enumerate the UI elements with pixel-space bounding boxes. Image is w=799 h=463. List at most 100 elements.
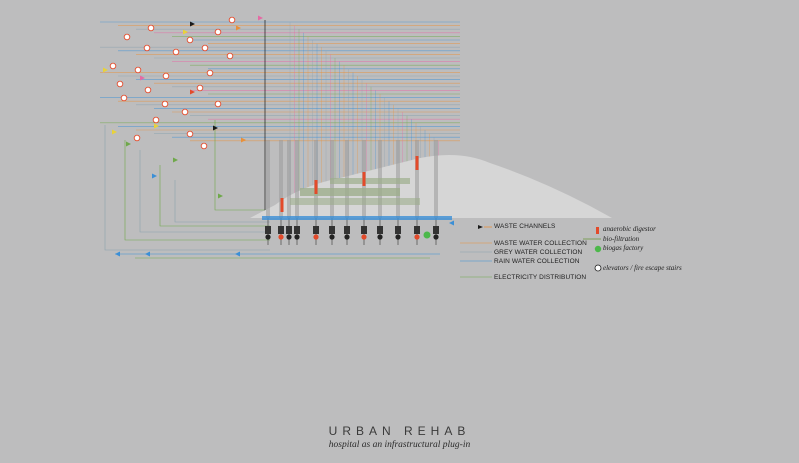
waste-origin-node [228,16,236,24]
waste-origin-node [162,72,170,80]
base-node [313,234,319,240]
hospital-building-silhouette [250,154,612,218]
waste-origin-node [116,80,124,88]
waste-origin-node [143,44,151,52]
base-node [377,234,383,240]
base-unit [265,226,271,234]
base-unit [329,226,335,234]
waste-origin-node [134,66,142,74]
flow-arrow [258,15,263,21]
flow-arrow [183,29,188,35]
waste-channel-arrow-icon [478,225,483,229]
legend-waste-water: WASTE WATER COLLECTION [494,240,587,247]
waste-origin-node [172,48,180,56]
ground-collector [262,216,452,240]
base-node [414,234,420,240]
column [287,140,291,218]
base-unit [294,226,300,234]
waste-origin-node [196,84,204,92]
waste-origin-node [109,62,117,70]
flow-arrow [145,251,150,257]
base-node [329,234,335,240]
ground-collector-bar [262,216,452,220]
column [314,140,318,218]
waste-origin-node [186,130,194,138]
project-title: URBAN REHAB [328,424,471,438]
base-unit [286,226,292,234]
legend-biofiltration: bio-filtration [603,235,640,243]
waste-origin-node [200,142,208,150]
biofilter-band [330,178,410,184]
base-node [344,234,350,240]
waste-origin-node [147,24,155,32]
base-node [286,234,292,240]
routing-line [214,120,270,211]
biogas-factory-icon [594,245,602,253]
base-unit [377,226,383,234]
base-node [433,234,439,240]
flow-arrow [235,251,240,257]
routing-line [174,180,270,223]
bio-filtration-bands [290,178,420,205]
routing-line [159,165,270,227]
elevator-icon [594,264,602,272]
waste-origin-node [123,33,131,41]
digestor [415,156,419,170]
waste-origin-nodes [109,16,236,150]
waste-origin-node [144,86,152,94]
waste-origin-node [201,44,209,52]
waste-origin-node [152,116,160,124]
base-node [361,234,367,240]
flow-arrow [190,89,195,95]
base-unit [313,226,319,234]
anaerobic-digestor-icon [596,227,599,234]
column [434,140,438,218]
project-subtitle: hospital as an infrastructural plug-in [328,440,471,450]
routing-line [104,125,270,251]
legend-electricity: ELECTRICITY DISTRIBUTION [494,274,587,281]
biofilter-band [300,188,400,196]
base-node [294,234,300,240]
legend-elevators: elevators / fire escape stairs [603,264,682,272]
flow-arrow [236,25,241,31]
flow-arrow [173,157,178,163]
base-unit [395,226,401,234]
waste-origin-node [133,134,141,142]
legend-grey-water: GREY WATER COLLECTION [494,249,583,256]
base-unit [433,226,439,234]
waste-origin-node [181,108,189,116]
waste-origin-node [120,94,128,102]
anaerobic-digestor-markers [280,156,419,212]
base-unit [414,226,420,234]
base-unit [361,226,367,234]
base-node [395,234,401,240]
routing-line [124,140,270,241]
legend-biogas: biogas factory [603,244,644,252]
legend-icons [460,225,602,278]
legend-anaerobic: anaerobic digestor [603,225,656,233]
flow-arrow [115,251,120,257]
flow-arrow [190,21,195,27]
column [415,140,419,218]
column [295,140,299,218]
biogas-node [423,231,431,239]
waste-origin-node [226,52,234,60]
flow-arrow [140,75,145,81]
flow-arrow [126,141,131,147]
legend-waste-channels: WASTE CHANNELS [494,223,556,230]
flow-arrow [112,129,117,135]
digestor [362,172,366,186]
base-node [265,234,271,240]
waste-origin-node [186,36,194,44]
column [266,140,270,218]
column [279,140,283,218]
digestor [280,198,284,212]
bio-filtration-icon [583,238,601,240]
waste-origin-node [161,100,169,108]
flow-arrow [449,220,454,226]
waste-origin-node [214,28,222,36]
flow-arrow [218,193,223,199]
legend-rain-water: RAIN WATER COLLECTION [494,258,580,265]
flow-arrow [152,173,157,179]
